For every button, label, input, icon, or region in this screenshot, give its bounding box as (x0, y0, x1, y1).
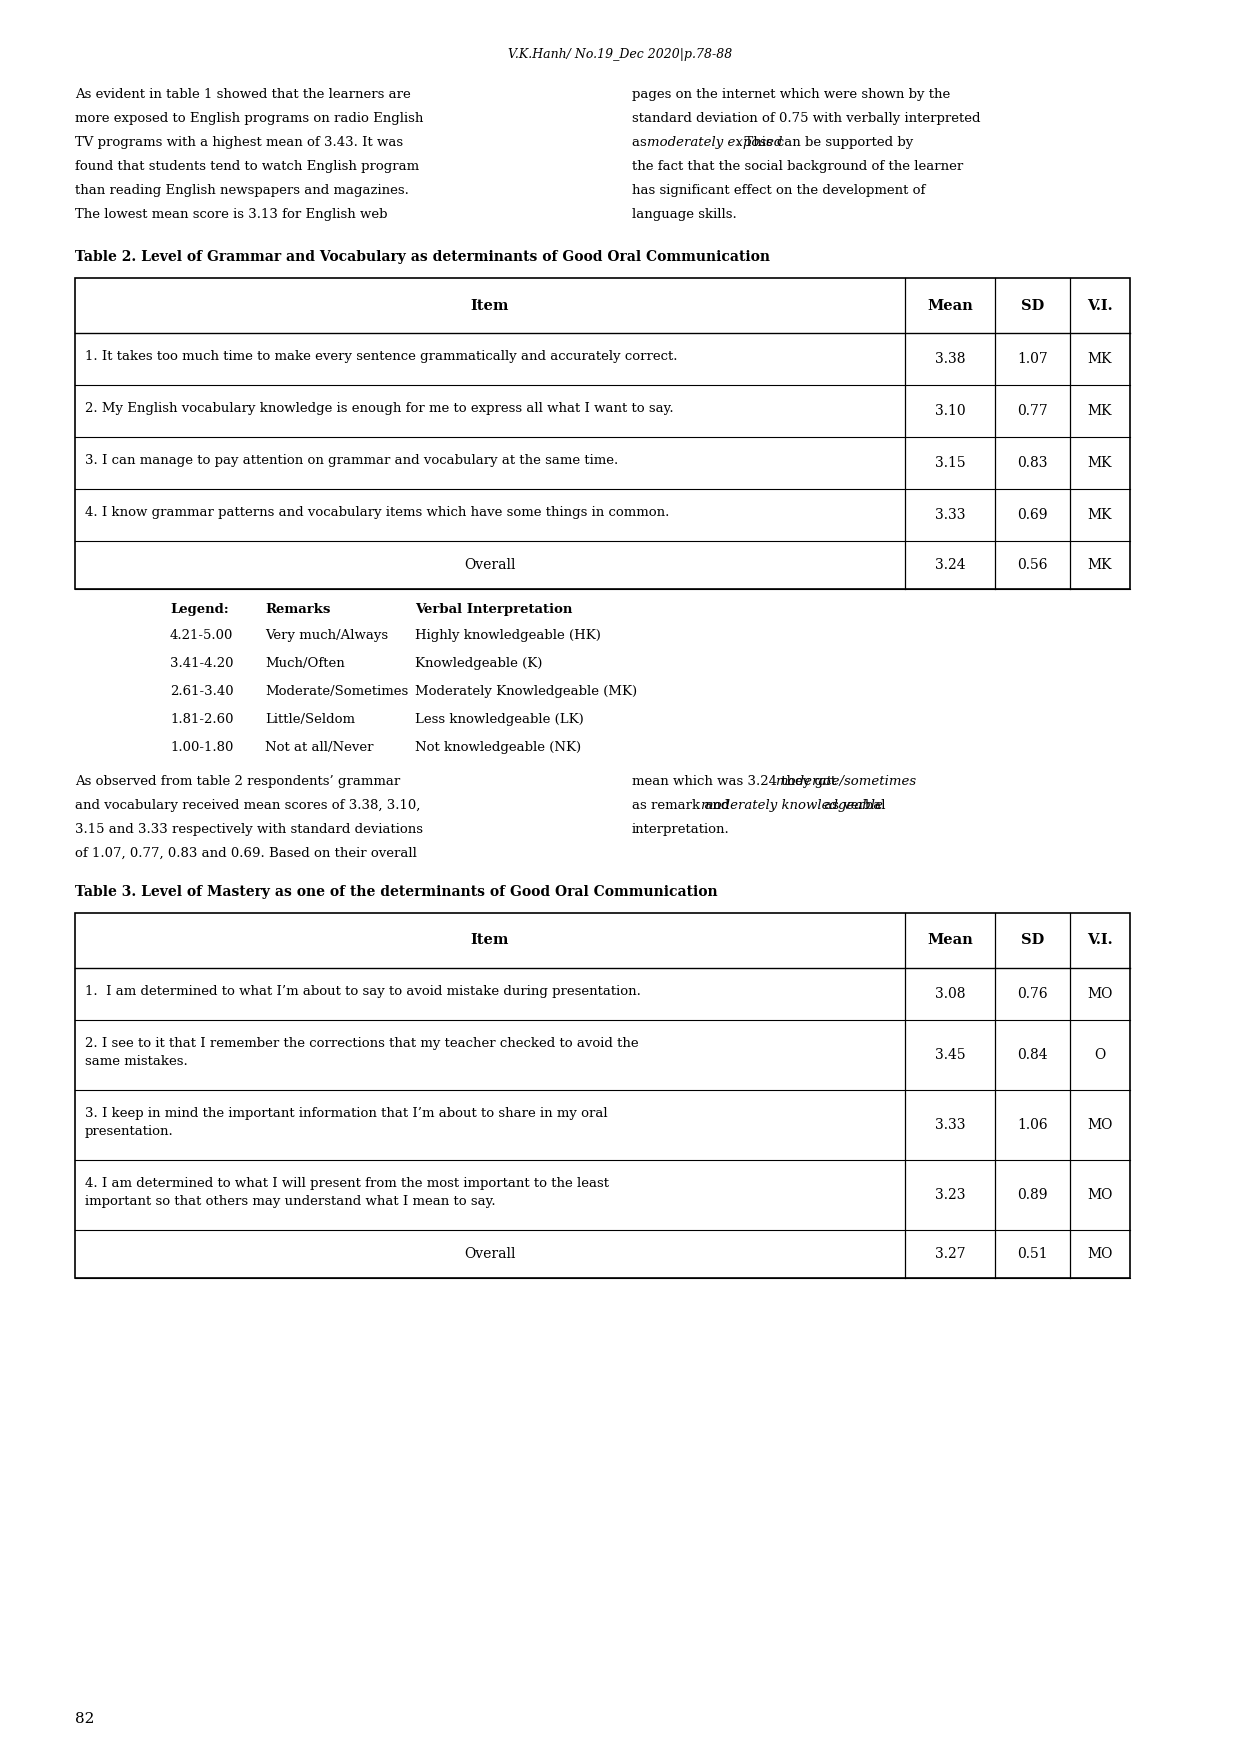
Text: 1.  I am determined to what I’m about to say to avoid mistake during presentatio: 1. I am determined to what I’m about to … (86, 986, 641, 998)
Text: 3.15: 3.15 (935, 456, 965, 470)
Text: same mistakes.: same mistakes. (86, 1054, 187, 1068)
Text: moderately exposed: moderately exposed (647, 137, 782, 149)
Text: mean which was 3.24 they got: mean which was 3.24 they got (632, 775, 841, 788)
Text: V.I.: V.I. (1087, 933, 1112, 947)
Text: than reading English newspapers and magazines.: than reading English newspapers and maga… (74, 184, 409, 196)
Text: Moderate/Sometimes: Moderate/Sometimes (265, 686, 408, 698)
Text: of 1.07, 0.77, 0.83 and 0.69. Based on their overall: of 1.07, 0.77, 0.83 and 0.69. Based on t… (74, 847, 417, 859)
Text: 0.76: 0.76 (1017, 988, 1048, 1002)
Text: 1.81-2.60: 1.81-2.60 (170, 712, 233, 726)
Text: pages on the internet which were shown by the: pages on the internet which were shown b… (632, 88, 950, 102)
Text: 3.23: 3.23 (935, 1187, 965, 1201)
Text: 3.10: 3.10 (935, 403, 965, 417)
Text: Less knowledgeable (LK): Less knowledgeable (LK) (415, 712, 584, 726)
Text: 0.51: 0.51 (1017, 1247, 1048, 1261)
Text: Little/Seldom: Little/Seldom (265, 712, 355, 726)
Text: found that students tend to watch English program: found that students tend to watch Englis… (74, 160, 419, 174)
Text: moderate/sometimes: moderate/sometimes (775, 775, 916, 788)
Text: Item: Item (471, 298, 510, 312)
Bar (74, 277, 1130, 589)
Text: 3.24: 3.24 (935, 558, 965, 572)
Text: 3. I keep in mind the important information that I’m about to share in my oral: 3. I keep in mind the important informat… (86, 1107, 608, 1121)
Text: 3.08: 3.08 (935, 988, 965, 1002)
Text: Much/Often: Much/Often (265, 658, 345, 670)
Text: MK: MK (1087, 353, 1112, 367)
Text: moderately knowledgeable: moderately knowledgeable (701, 800, 883, 812)
Text: Not at all/Never: Not at all/Never (265, 740, 373, 754)
Text: MK: MK (1087, 456, 1112, 470)
Text: 1.07: 1.07 (1017, 353, 1048, 367)
Text: Table 3. Level of Mastery as one of the determinants of Good Oral Communication: Table 3. Level of Mastery as one of the … (74, 886, 718, 900)
Text: 1.06: 1.06 (1017, 1117, 1048, 1131)
Text: SD: SD (1021, 298, 1044, 312)
Text: important so that others may understand what I mean to say.: important so that others may understand … (86, 1194, 496, 1209)
Text: Overall: Overall (464, 558, 516, 572)
Text: 4.21-5.00: 4.21-5.00 (170, 630, 233, 642)
Text: As evident in table 1 showed that the learners are: As evident in table 1 showed that the le… (74, 88, 410, 102)
Text: as: as (632, 137, 651, 149)
Bar (74, 914, 1130, 1279)
Text: MO: MO (1087, 1117, 1112, 1131)
Text: 1.00-1.80: 1.00-1.80 (170, 740, 233, 754)
Text: 3.27: 3.27 (935, 1247, 965, 1261)
Text: 3.15 and 3.33 respectively with standard deviations: 3.15 and 3.33 respectively with standard… (74, 823, 423, 837)
Text: 4. I know grammar patterns and vocabulary items which have some things in common: 4. I know grammar patterns and vocabular… (86, 505, 670, 519)
Text: 1. It takes too much time to make every sentence grammatically and accurately co: 1. It takes too much time to make every … (86, 351, 677, 363)
Text: Moderately Knowledgeable (MK): Moderately Knowledgeable (MK) (415, 686, 637, 698)
Text: and vocabulary received mean scores of 3.38, 3.10,: and vocabulary received mean scores of 3… (74, 800, 420, 812)
Text: 2. My English vocabulary knowledge is enough for me to express all what I want t: 2. My English vocabulary knowledge is en… (86, 402, 673, 416)
Text: 4. I am determined to what I will present from the most important to the least: 4. I am determined to what I will presen… (86, 1177, 609, 1189)
Text: TV programs with a highest mean of 3.43. It was: TV programs with a highest mean of 3.43.… (74, 137, 403, 149)
Text: 0.84: 0.84 (1017, 1047, 1048, 1061)
Text: SD: SD (1021, 933, 1044, 947)
Text: 3. I can manage to pay attention on grammar and vocabulary at the same time.: 3. I can manage to pay attention on gram… (86, 454, 619, 467)
Text: 0.56: 0.56 (1017, 558, 1048, 572)
Text: 3.33: 3.33 (935, 1117, 965, 1131)
Text: Highly knowledgeable (HK): Highly knowledgeable (HK) (415, 630, 601, 642)
Text: The lowest mean score is 3.13 for English web: The lowest mean score is 3.13 for Englis… (74, 209, 387, 221)
Text: Mean: Mean (928, 298, 973, 312)
Text: . This can be supported by: . This can be supported by (735, 137, 913, 149)
Text: more exposed to English programs on radio English: more exposed to English programs on radi… (74, 112, 423, 125)
Text: Very much/Always: Very much/Always (265, 630, 388, 642)
Text: Table 2. Level of Grammar and Vocabulary as determinants of Good Oral Communicat: Table 2. Level of Grammar and Vocabulary… (74, 251, 770, 265)
Text: Mean: Mean (928, 933, 973, 947)
Text: Legend:: Legend: (170, 603, 228, 616)
Text: 82: 82 (74, 1712, 94, 1726)
Text: 3.41-4.20: 3.41-4.20 (170, 658, 233, 670)
Text: 0.89: 0.89 (1017, 1187, 1048, 1201)
Text: 2. I see to it that I remember the corrections that my teacher checked to avoid : 2. I see to it that I remember the corre… (86, 1037, 639, 1051)
Text: 0.77: 0.77 (1017, 403, 1048, 417)
Text: as verbal: as verbal (820, 800, 885, 812)
Text: Overall: Overall (464, 1247, 516, 1261)
Text: Verbal Interpretation: Verbal Interpretation (415, 603, 573, 616)
Text: 2.61-3.40: 2.61-3.40 (170, 686, 233, 698)
Text: Knowledgeable (K): Knowledgeable (K) (415, 658, 542, 670)
Text: 0.69: 0.69 (1017, 509, 1048, 523)
Text: MO: MO (1087, 1247, 1112, 1261)
Text: O: O (1095, 1047, 1106, 1061)
Text: has significant effect on the development of: has significant effect on the developmen… (632, 184, 925, 196)
Text: standard deviation of 0.75 with verbally interpreted: standard deviation of 0.75 with verbally… (632, 112, 981, 125)
Text: Item: Item (471, 933, 510, 947)
Text: MK: MK (1087, 509, 1112, 523)
Text: MK: MK (1087, 403, 1112, 417)
Text: 3.45: 3.45 (935, 1047, 965, 1061)
Text: MO: MO (1087, 1187, 1112, 1201)
Text: MO: MO (1087, 988, 1112, 1002)
Text: 3.38: 3.38 (935, 353, 965, 367)
Text: Remarks: Remarks (265, 603, 330, 616)
Text: language skills.: language skills. (632, 209, 737, 221)
Text: as remark and: as remark and (632, 800, 734, 812)
Text: interpretation.: interpretation. (632, 823, 730, 837)
Text: As observed from table 2 respondents’ grammar: As observed from table 2 respondents’ gr… (74, 775, 401, 788)
Text: V.K.Hanh/ No.19_Dec 2020|p.78-88: V.K.Hanh/ No.19_Dec 2020|p.78-88 (508, 47, 732, 61)
Text: MK: MK (1087, 558, 1112, 572)
Text: V.I.: V.I. (1087, 298, 1112, 312)
Text: Not knowledgeable (NK): Not knowledgeable (NK) (415, 740, 582, 754)
Text: 3.33: 3.33 (935, 509, 965, 523)
Text: the fact that the social background of the learner: the fact that the social background of t… (632, 160, 963, 174)
Text: presentation.: presentation. (86, 1124, 174, 1138)
Text: 0.83: 0.83 (1017, 456, 1048, 470)
